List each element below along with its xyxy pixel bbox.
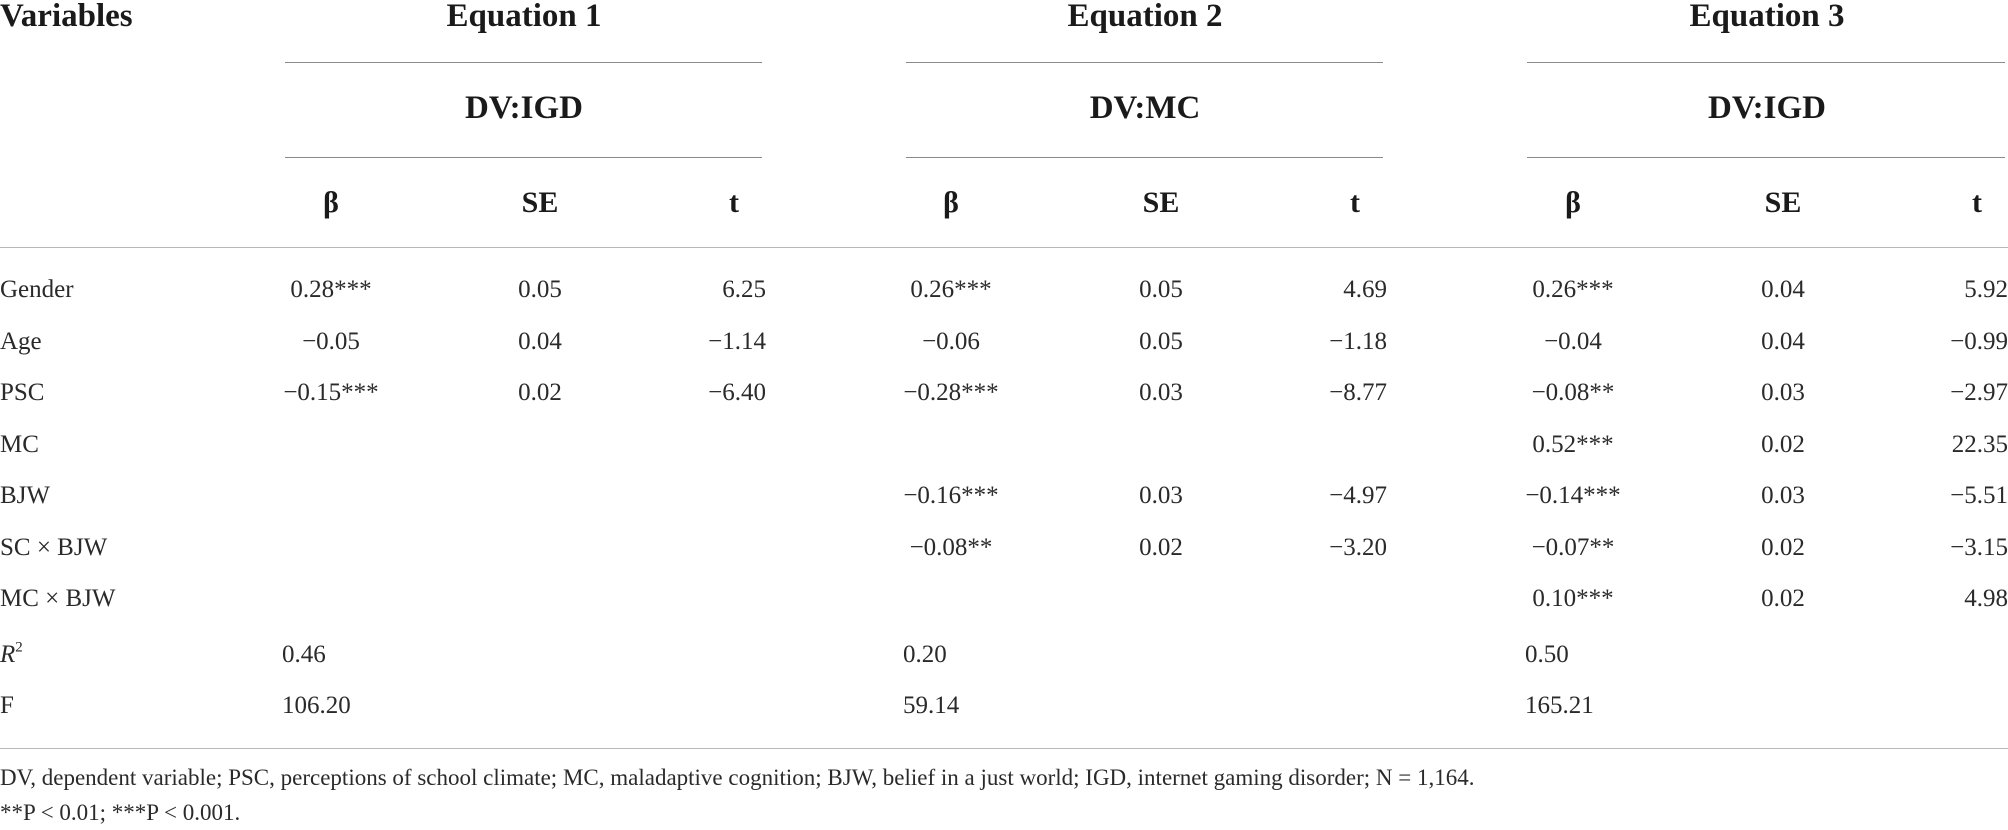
footnote-significance: **P < 0.01; ***P < 0.001.	[0, 800, 241, 825]
col-beta-2: β	[943, 186, 959, 219]
f-eq3: 165.21	[1525, 692, 1594, 719]
table-cell: 22.35	[1951, 431, 2008, 458]
row-label: Age	[0, 328, 42, 355]
r2-label: R2	[0, 639, 23, 668]
col-t-1: t	[729, 186, 739, 219]
table-cell: 0.02	[518, 379, 562, 406]
table-cell: −0.07**	[1531, 534, 1615, 561]
table-cell: −3.20	[1329, 534, 1387, 561]
r2-eq1: 0.46	[282, 641, 326, 668]
table-cell: 4.69	[1343, 276, 1387, 303]
table-cell: −0.06	[922, 328, 980, 355]
row-label: SC × BJW	[0, 534, 108, 561]
col-t-2: t	[1350, 186, 1360, 219]
table-cell: −0.28***	[903, 379, 999, 406]
equation-1-title: Equation 1	[446, 0, 602, 34]
equation-3-dv: DV:IGD	[1708, 90, 1826, 126]
table-cell: −0.16***	[903, 482, 999, 509]
table-cell: −1.14	[708, 328, 766, 355]
col-t-3: t	[1972, 186, 1982, 219]
table-cell: 0.28***	[290, 276, 372, 303]
equation-2-rule	[906, 62, 1383, 63]
row-label: BJW	[0, 482, 50, 509]
variables-header: Variables	[0, 0, 133, 34]
table-cell: 0.26***	[1532, 276, 1614, 303]
col-se-2: SE	[1142, 186, 1180, 219]
equation-2-dv: DV:MC	[1089, 90, 1201, 126]
table-cell: 0.04	[1761, 328, 1805, 355]
table-cell: −5.51	[1950, 482, 2008, 509]
table-cell: −6.40	[708, 379, 766, 406]
table-cell: −0.04	[1544, 328, 1602, 355]
table-cell: 4.98	[1964, 585, 2008, 612]
table-cell: −3.15	[1950, 534, 2008, 561]
equation-1-rule	[285, 62, 762, 63]
table-cell: 0.03	[1761, 482, 1805, 509]
dv-2-rule	[906, 157, 1383, 158]
col-se-3: SE	[1764, 186, 1802, 219]
row-label: PSC	[0, 379, 45, 406]
footnote-abbreviations: DV, dependent variable; PSC, perceptions…	[0, 765, 1475, 790]
r2-eq3: 0.50	[1525, 641, 1569, 668]
table-cell: 0.02	[1139, 534, 1183, 561]
table-cell: 0.05	[1139, 328, 1183, 355]
f-eq1: 106.20	[282, 692, 351, 719]
table-cell: 0.04	[1761, 276, 1805, 303]
r2-eq2: 0.20	[903, 641, 947, 668]
table-bottom-rule	[0, 748, 2008, 749]
table-cell: −0.99	[1950, 328, 2008, 355]
table-cell: −2.97	[1950, 379, 2008, 406]
table-cell: 0.10***	[1532, 585, 1614, 612]
table-cell: 5.92	[1964, 276, 2008, 303]
table-cell: 0.03	[1139, 482, 1183, 509]
table-cell: −0.15***	[283, 379, 379, 406]
table-cell: 0.05	[518, 276, 562, 303]
equation-3-title: Equation 3	[1689, 0, 1845, 34]
col-beta-1: β	[323, 186, 339, 219]
table-cell: 0.02	[1761, 585, 1805, 612]
table-cell: −8.77	[1329, 379, 1387, 406]
table-cell: −0.08**	[1531, 379, 1615, 406]
table-cell: −0.14***	[1525, 482, 1621, 509]
table-cell: 0.03	[1761, 379, 1805, 406]
f-eq2: 59.14	[903, 692, 960, 719]
dv-3-rule	[1527, 157, 2005, 158]
row-label: Gender	[0, 276, 74, 303]
equation-3-rule	[1527, 62, 2005, 63]
table-cell: 0.02	[1761, 534, 1805, 561]
equation-2-title: Equation 2	[1067, 0, 1223, 34]
table-cell: 0.05	[1139, 276, 1183, 303]
table-cell: −0.05	[302, 328, 360, 355]
table-cell: 0.04	[518, 328, 562, 355]
table-cell: −1.18	[1329, 328, 1387, 355]
col-se-1: SE	[521, 186, 559, 219]
table-cell: 0.52***	[1532, 431, 1614, 458]
table-cell: 0.26***	[910, 276, 992, 303]
col-beta-3: β	[1565, 186, 1581, 219]
f-label: F	[0, 692, 14, 719]
dv-1-rule	[285, 157, 762, 158]
equation-1-dv: DV:IGD	[465, 90, 583, 126]
table-cell: −0.08**	[909, 534, 993, 561]
table-cell: 0.02	[1761, 431, 1805, 458]
row-label: MC × BJW	[0, 585, 116, 612]
row-label: MC	[0, 431, 39, 458]
table-cell: 0.03	[1139, 379, 1183, 406]
table-cell: −4.97	[1329, 482, 1387, 509]
header-bottom-rule	[0, 247, 2008, 248]
table-cell: 6.25	[722, 276, 766, 303]
